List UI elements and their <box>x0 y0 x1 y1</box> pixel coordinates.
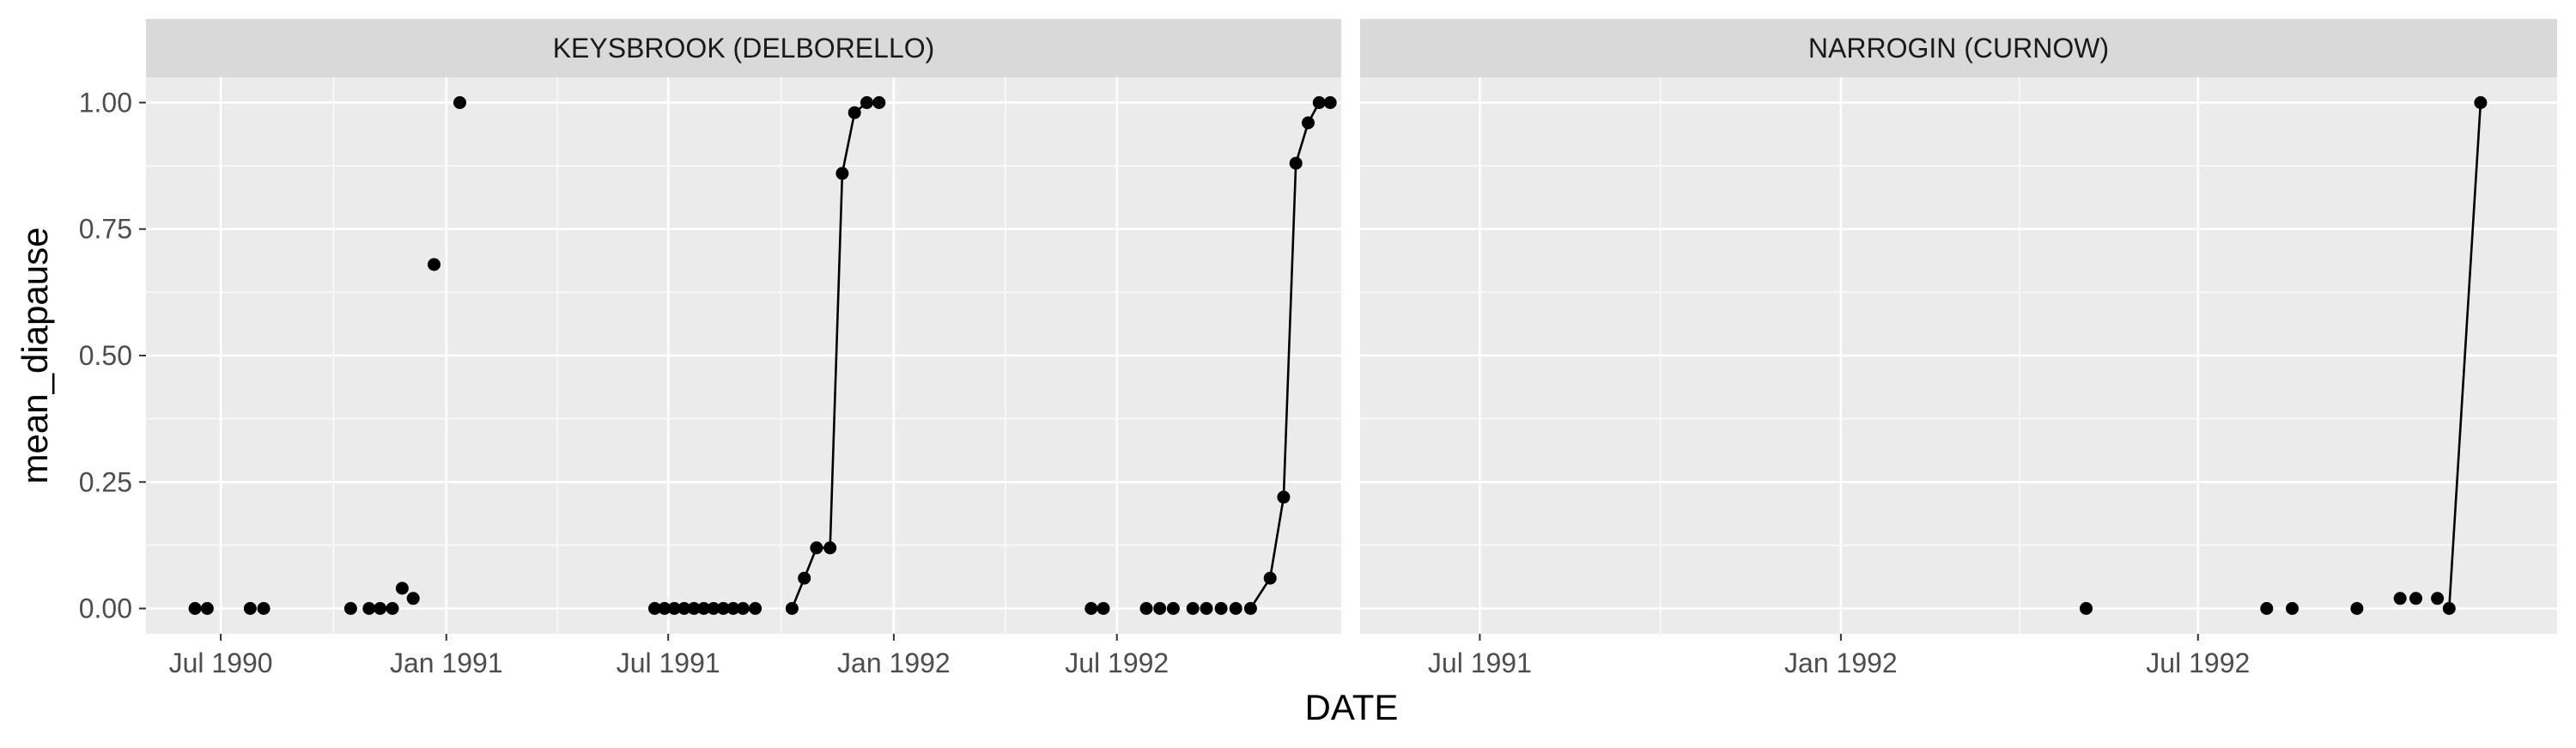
data-point <box>2474 96 2488 109</box>
data-point <box>1263 571 1277 585</box>
data-point <box>677 602 691 615</box>
x-tick-label: Jul 1991 <box>617 648 720 678</box>
y-tick-label: 1.00 <box>79 87 132 118</box>
data-point <box>2350 602 2364 615</box>
data-point <box>2393 592 2407 605</box>
data-point <box>1139 602 1153 615</box>
data-point <box>1097 602 1110 615</box>
data-point <box>1302 116 1315 130</box>
data-point <box>2260 602 2274 615</box>
data-point <box>1289 156 1303 170</box>
data-point <box>343 602 357 615</box>
data-point <box>736 602 750 615</box>
data-point <box>687 602 701 615</box>
data-point <box>749 602 762 615</box>
data-point <box>785 602 799 615</box>
data-point <box>1166 602 1180 615</box>
panel-keysbrook: KEYSBROOK (DELBORELLO) Jul 1990 Jan 1991 J… <box>146 19 1341 678</box>
data-point <box>374 602 387 615</box>
panel-strip-keysbrook <box>146 19 1341 77</box>
y-tick-label: 0.75 <box>79 214 132 245</box>
y-axis: 0.00 0.25 0.50 0.75 1.00 <box>79 87 146 624</box>
data-point <box>1084 602 1098 615</box>
series-narrogin <box>2080 96 2488 615</box>
data-point <box>1323 96 1337 109</box>
x-tick-label: Jul 1992 <box>1065 648 1169 678</box>
panel-narrogin: NARROGIN (CURNOW) Jul 1991 Jan 1992 Jul 19… <box>1360 19 2557 678</box>
data-point <box>648 602 661 615</box>
data-point <box>810 541 823 555</box>
data-point <box>453 96 466 109</box>
data-point <box>726 602 740 615</box>
data-point <box>1153 602 1167 615</box>
series-line <box>2448 102 2482 609</box>
data-point <box>1186 602 1200 615</box>
x-axis-ticks-keysbrook: Jul 1990 Jan 1991 Jul 1991 Jan 1992 Jul 1992 <box>169 634 1169 678</box>
x-tick-label: Jul 1990 <box>169 648 273 678</box>
data-point <box>848 106 861 119</box>
data-point <box>716 602 730 615</box>
data-point <box>2431 592 2445 605</box>
x-axis-ticks-narrogin: Jul 1991 Jan 1992 Jul 1992 <box>1428 634 2250 678</box>
data-point <box>798 571 811 585</box>
data-point <box>658 602 671 615</box>
strip-label-narrogin: NARROGIN (CURNOW) <box>1808 33 2109 64</box>
data-point <box>2409 592 2422 605</box>
data-point <box>835 167 849 180</box>
data-point <box>386 602 399 615</box>
x-tick-label: Jul 1992 <box>2146 648 2250 678</box>
x-tick-label: Jan 1992 <box>837 648 951 678</box>
data-point <box>1312 96 1326 109</box>
y-tick-label: 0.00 <box>79 593 132 624</box>
data-point <box>1229 602 1242 615</box>
data-point <box>1243 602 1257 615</box>
data-point <box>2080 602 2093 615</box>
data-point <box>428 258 440 271</box>
panel-strip-narrogin <box>1360 19 2557 77</box>
strip-label-keysbrook: KEYSBROOK (DELBORELLO) <box>553 33 935 64</box>
data-point <box>200 602 214 615</box>
data-point <box>707 602 720 615</box>
data-point <box>872 96 886 109</box>
data-point <box>188 602 202 615</box>
data-point <box>395 581 409 595</box>
data-point <box>362 602 376 615</box>
data-point <box>1200 602 1213 615</box>
data-point <box>1277 490 1291 504</box>
data-point <box>860 96 873 109</box>
x-tick-label: Jan 1991 <box>390 648 503 678</box>
data-point <box>257 602 270 615</box>
y-tick-label: 0.25 <box>79 466 132 497</box>
data-point <box>2286 602 2299 615</box>
data-point <box>823 541 837 555</box>
data-point <box>243 602 257 615</box>
data-point <box>697 602 711 615</box>
x-axis-title: DATE <box>1305 687 1399 727</box>
series-keysbrook <box>188 96 1337 615</box>
data-point <box>1214 602 1228 615</box>
data-point <box>406 592 420 605</box>
y-tick-label: 0.50 <box>79 340 132 371</box>
data-point <box>2442 602 2456 615</box>
x-tick-label: Jan 1992 <box>1784 648 1898 678</box>
gridlines-narrogin <box>1360 77 2557 634</box>
x-tick-label: Jul 1991 <box>1428 648 1532 678</box>
data-point <box>667 602 681 615</box>
y-axis-title: mean_diapause <box>15 228 55 484</box>
